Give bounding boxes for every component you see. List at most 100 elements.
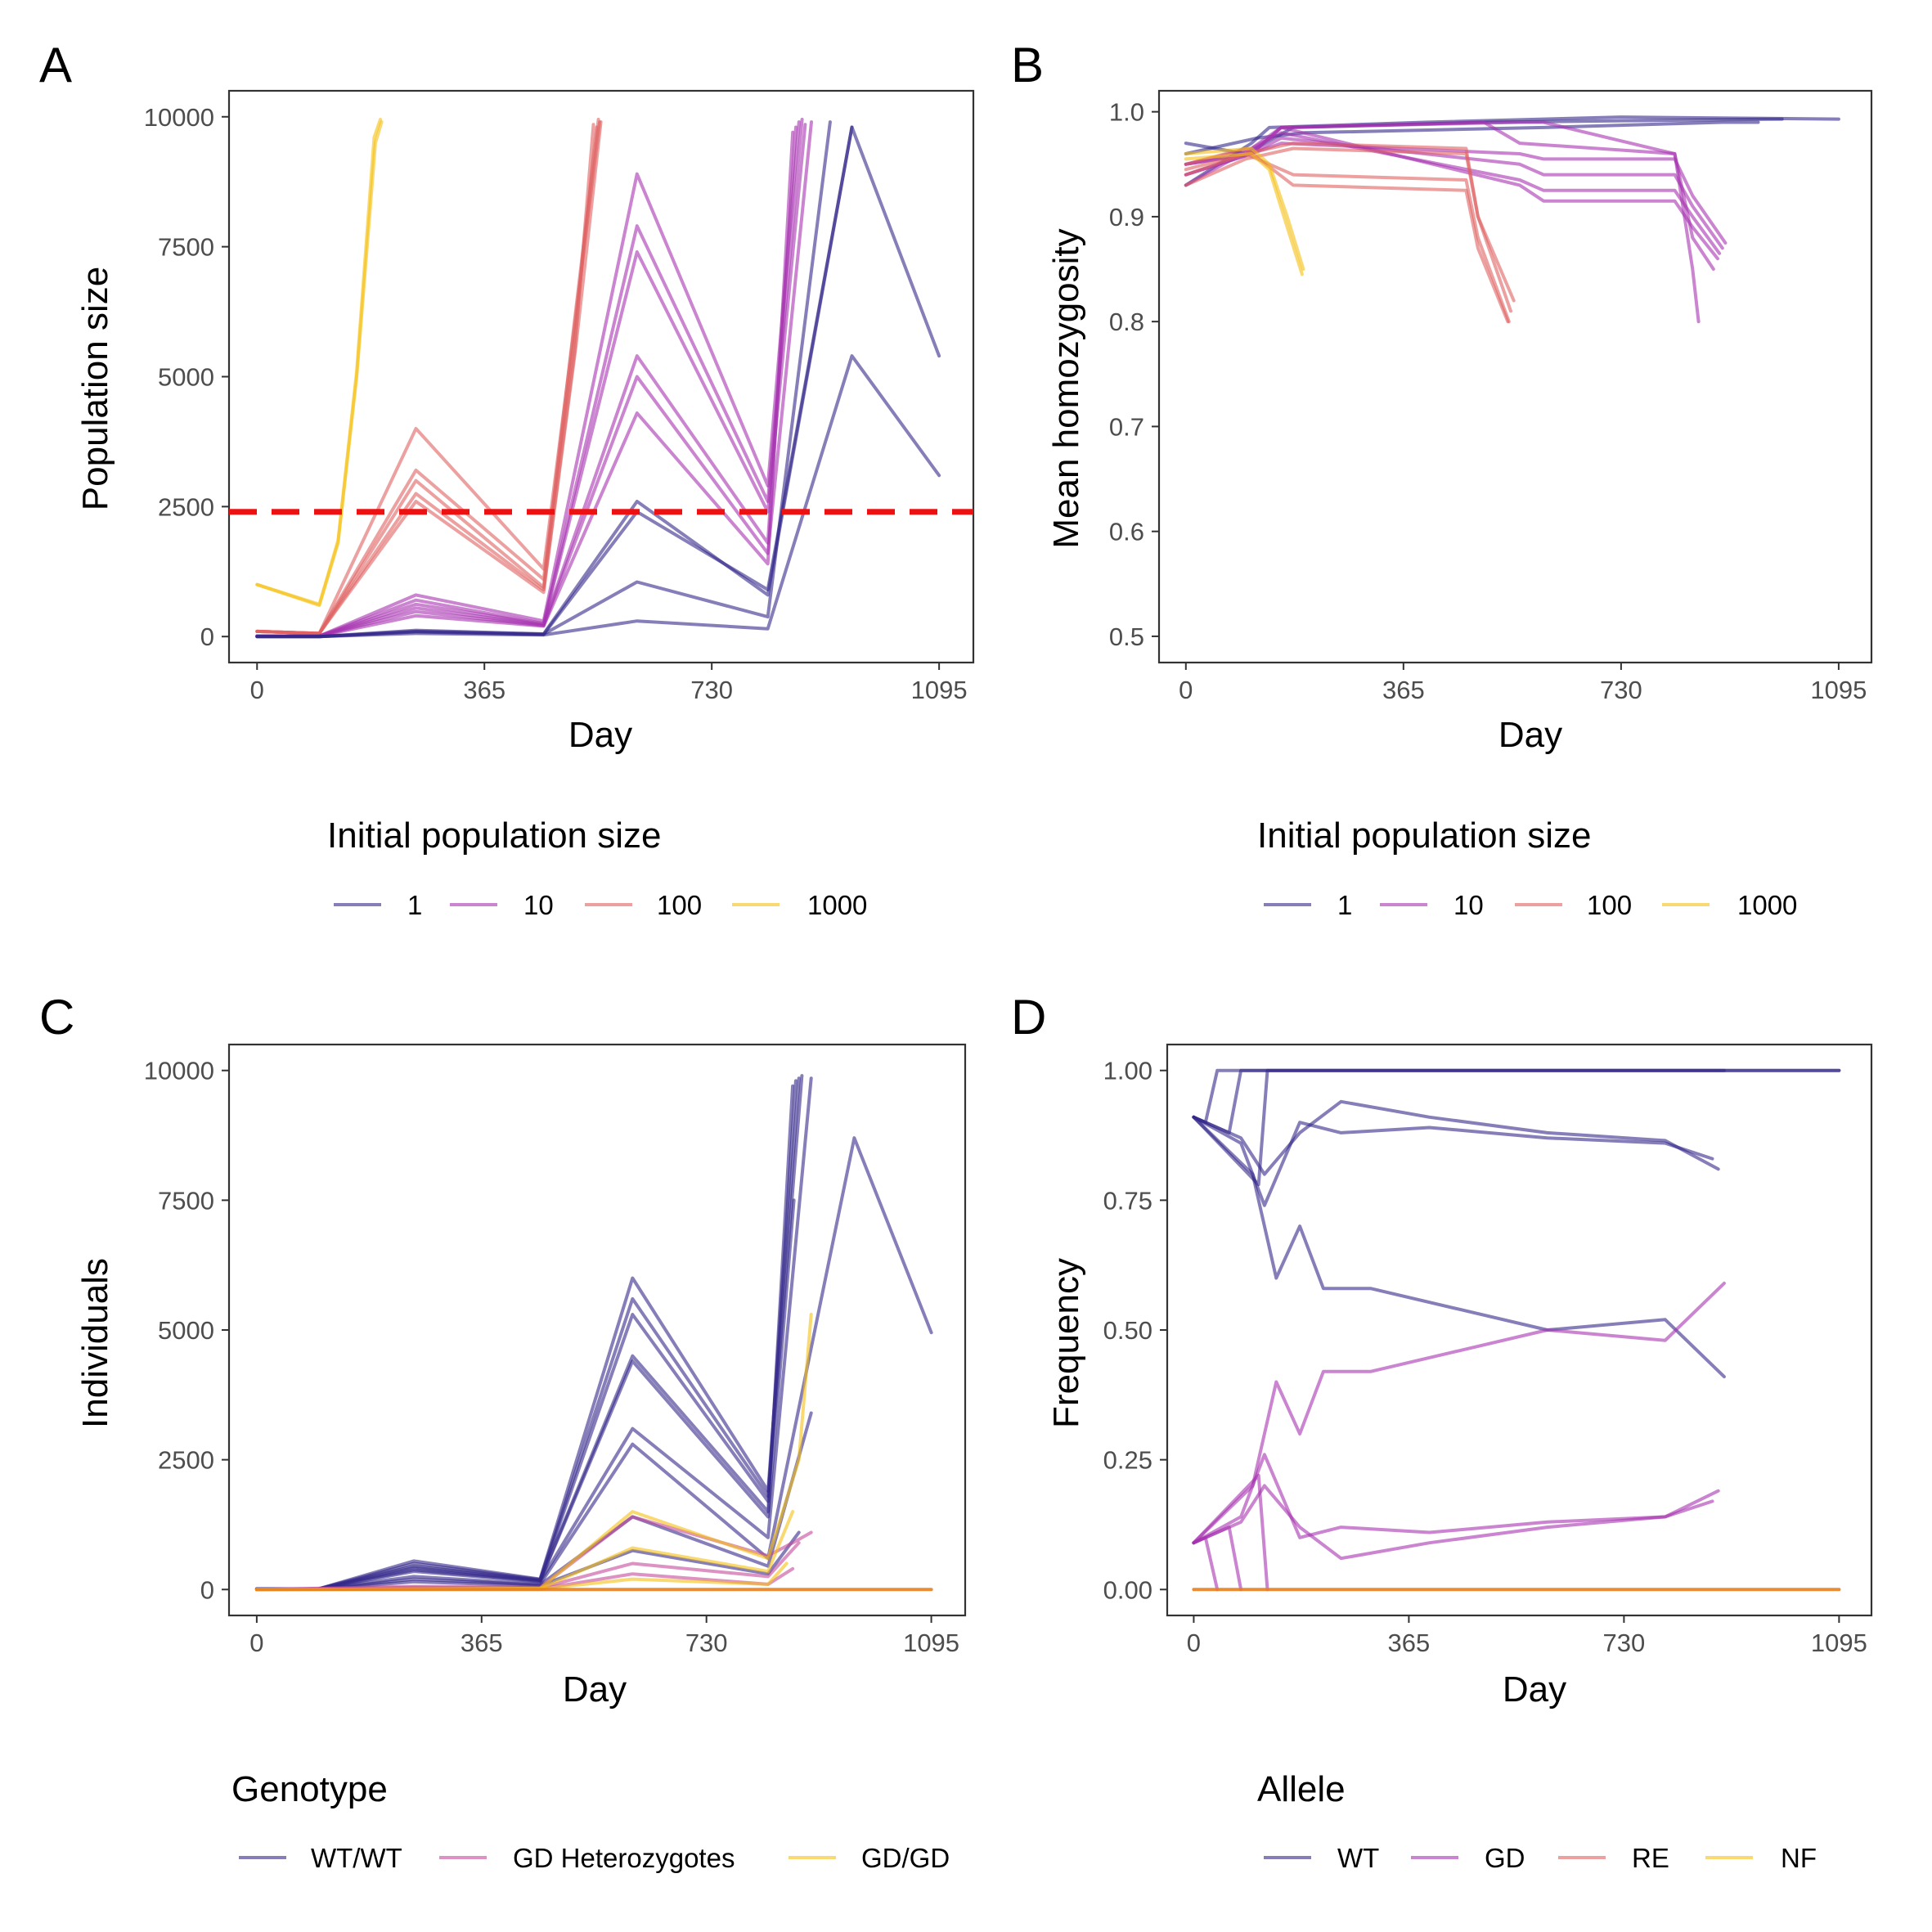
y-axis-title: Individuals	[75, 1258, 115, 1428]
y-tick-label: 0.6	[1109, 518, 1144, 546]
y-tick-label: 0.25	[1103, 1446, 1152, 1475]
x-tick-label: 1095	[1810, 676, 1867, 704]
panel-label: B	[1011, 38, 1044, 92]
legend-title: Initial population size	[327, 815, 661, 856]
y-axis-title: Frequency	[1046, 1258, 1086, 1428]
series-line	[1192, 1115, 1726, 1379]
y-tick-label: 0.7	[1109, 412, 1144, 441]
legend-label: GD Heterozygotes	[513, 1843, 735, 1873]
panel-d: D 0 365 730 1095 0.00 0.25 0.50 0.75 1.00 Day Fr…	[1011, 990, 1873, 1873]
legend-label: 10	[523, 890, 554, 920]
series-line	[1192, 1068, 1726, 1187]
series-line	[255, 120, 603, 636]
plot-area: 0 365 730 1095 0.5 0.6 0.7 0.8 0.9 1.0	[1109, 89, 1873, 704]
y-axis-title: Population size	[75, 267, 115, 510]
x-axis-title: Day	[1503, 1669, 1566, 1710]
legend-label: 1000	[1737, 890, 1797, 920]
panel-label: C	[39, 990, 74, 1045]
series-group	[1192, 1068, 1841, 1592]
y-tick-label: 0.00	[1103, 1575, 1152, 1604]
plot-area: 0 365 730 1095 0 2500 5000 7500 10000	[144, 1043, 967, 1657]
y-tick-label: 5000	[158, 363, 214, 392]
legend-title: Genotype	[231, 1769, 388, 1809]
x-tick-label: 1095	[911, 676, 968, 704]
plot-border	[1157, 89, 1873, 664]
x-tick-label: 365	[463, 676, 505, 704]
series-line	[1192, 1473, 1269, 1592]
y-tick-label: 10000	[144, 103, 214, 132]
legend-label: 10	[1453, 890, 1484, 920]
legend-label: NF	[1781, 1843, 1817, 1873]
y-tick-label: 10000	[144, 1057, 214, 1085]
legend: 1 10 100 1000	[1264, 890, 1797, 920]
legend-label: WT	[1337, 1843, 1379, 1873]
legend-label: 100	[1587, 890, 1632, 920]
y-tick-label: 0.8	[1109, 308, 1144, 336]
legend-label: GD/GD	[861, 1843, 950, 1873]
panel-label: A	[39, 38, 72, 92]
series-line	[1192, 1525, 1243, 1592]
legend-label: GD	[1485, 1843, 1525, 1873]
x-tick-label: 365	[1382, 676, 1425, 704]
panel-c: C 0 365 730 1095 0 2500 5000 7500 10000 Day Indi…	[39, 990, 967, 1873]
x-tick-label: 1095	[903, 1629, 959, 1657]
x-tick-label: 0	[1179, 676, 1193, 704]
y-tick-label: 7500	[158, 1186, 214, 1215]
x-tick-label: 0	[249, 1629, 263, 1657]
x-tick-label: 730	[690, 676, 733, 704]
legend-label: RE	[1632, 1843, 1669, 1873]
series-line	[1192, 1453, 1714, 1545]
series-group	[1184, 115, 1840, 324]
plot-area: 0 365 730 1095 0.00 0.25 0.50 0.75 1.00	[1103, 1043, 1873, 1657]
legend: 1 10 100 1000	[334, 890, 867, 920]
y-tick-label: 1.0	[1109, 98, 1144, 127]
legend-title: Initial population size	[1257, 815, 1591, 856]
x-tick-label: 365	[1388, 1629, 1431, 1657]
legend-label: 1	[1337, 890, 1352, 920]
x-tick-label: 730	[1600, 676, 1642, 704]
y-tick-label: 0	[200, 622, 214, 651]
series-line	[255, 118, 382, 606]
y-tick-label: 0	[200, 1575, 214, 1604]
panel-a: A 0 365 730 1095 0 2500 5000 7500 10000 Day Popu…	[39, 38, 975, 920]
series-line	[1192, 1281, 1726, 1545]
y-tick-label: 1.00	[1103, 1057, 1152, 1085]
legend-label: WT/WT	[311, 1843, 402, 1873]
y-tick-label: 0.75	[1103, 1186, 1152, 1215]
panel-label: D	[1011, 990, 1046, 1045]
y-tick-label: 2500	[158, 492, 214, 521]
x-axis-title: Day	[568, 715, 632, 755]
y-axis-title: Mean homozygosity	[1046, 228, 1086, 548]
x-tick-label: 0	[250, 676, 264, 704]
series-line	[1184, 146, 1512, 313]
x-tick-label: 730	[1603, 1629, 1646, 1657]
series-line	[1184, 146, 1305, 271]
x-tick-label: 1095	[1811, 1629, 1867, 1657]
legend-label: 1000	[807, 890, 867, 920]
y-tick-label: 7500	[158, 233, 214, 262]
series-line	[1184, 120, 1701, 324]
plot-area: 0 365 730 1095 0 2500 5000 7500 10000	[144, 89, 975, 704]
series-line	[1192, 1484, 1720, 1561]
series-line	[1192, 1115, 1714, 1207]
legend-label: 100	[657, 890, 702, 920]
series-line	[1184, 120, 1760, 155]
series-group	[254, 1074, 933, 1592]
series-group	[255, 118, 941, 639]
legend: WT GD RE NF	[1264, 1843, 1817, 1873]
x-tick-label: 730	[685, 1629, 728, 1657]
x-axis-title: Day	[563, 1669, 627, 1710]
x-tick-label: 365	[461, 1629, 503, 1657]
x-tick-label: 0	[1187, 1629, 1201, 1657]
series-line	[255, 354, 941, 639]
legend-title: Allele	[1257, 1769, 1346, 1809]
y-tick-label: 0.5	[1109, 622, 1144, 651]
y-tick-label: 0.50	[1103, 1316, 1152, 1345]
y-tick-label: 2500	[158, 1446, 214, 1475]
y-tick-label: 5000	[158, 1316, 214, 1345]
series-line	[1184, 152, 1304, 276]
series-line	[1192, 1099, 1720, 1176]
x-axis-title: Day	[1498, 715, 1562, 755]
panel-b: B 0 365 730 1095 0.5 0.6 0.7 0.8 0.9 1.0 Day Mean…	[1011, 38, 1873, 920]
